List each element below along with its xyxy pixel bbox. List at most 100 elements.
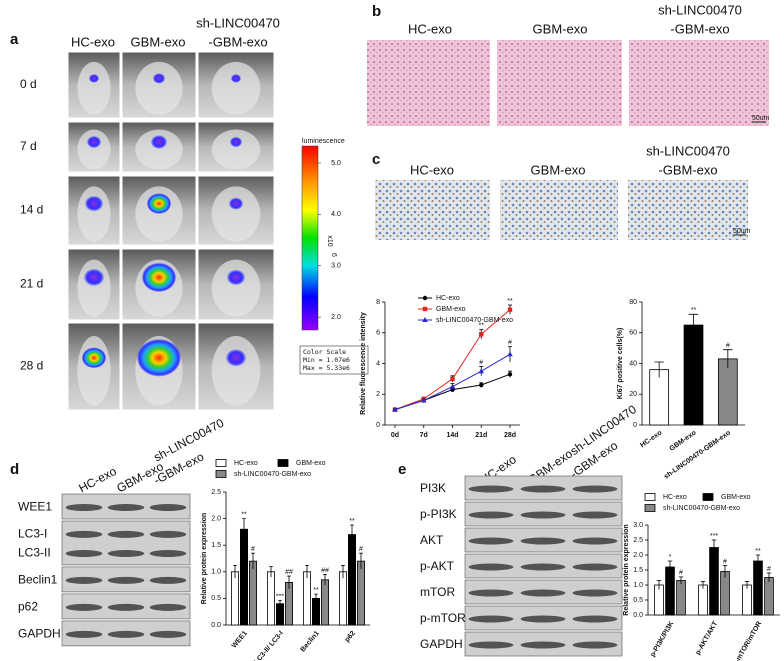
signal-blob [147,193,171,214]
signal-blob [151,135,167,149]
x-tick-label: p-PI3K/PI3K [649,620,675,658]
scale-bar-label: 50um [752,115,770,122]
legend-swatch [644,493,656,501]
blot-band [65,576,103,584]
mouse-head [77,336,111,406]
error-bar [314,593,318,603]
bar [230,571,239,626]
blot-band [65,530,103,538]
legend-label: GBM-exo [296,460,326,467]
bar [709,547,719,616]
bar [338,571,347,626]
signal-blob [84,268,104,286]
error-bar [654,361,664,378]
signal-blob [142,262,176,292]
blot-band [468,563,514,571]
blot-band [149,576,187,584]
marker [449,383,456,389]
marker [422,295,428,301]
x-tick-label: Beclin1 [300,630,321,654]
panel-label: e [398,461,406,478]
colorbar-tick-label: 5.0 [331,160,341,167]
column-header: HC-exo [408,21,452,36]
error-bar [269,566,273,578]
marker [479,332,484,337]
blot-band [520,563,566,571]
bar [248,560,257,626]
color-scale-text: Max = 5.33e6 [303,364,350,372]
x-tick-label: 28d [504,432,516,439]
significance-mark: # [726,343,730,350]
column-header: GBM-exo [131,34,186,49]
significance-mark: ** [313,587,319,594]
significance-mark: ## [285,569,293,576]
bar [742,584,752,616]
mouse-head [77,61,111,115]
x-tick-label: 0d [391,432,399,439]
blot-band [107,576,145,584]
blot-band [149,550,187,558]
y-tick-label: 0.5 [633,597,643,604]
blot-band [572,563,618,571]
significance-mark: *** [710,533,718,540]
bar [698,584,708,616]
y-tick-label: 0.5 [211,595,221,602]
bar [266,571,275,626]
signal-blob [153,73,165,84]
blot-label: p-AKT [420,559,455,573]
bar [649,369,670,426]
y-tick-label: 0.0 [633,612,643,619]
signal-blob [227,269,245,286]
y-tick-label: 0 [633,422,637,429]
error-bar [722,565,728,578]
mouse-head [77,186,111,242]
bar [720,571,730,616]
bar [347,534,356,626]
row-label: 14 d [20,203,43,217]
significance-mark: # [359,546,363,553]
mouse-head [211,259,261,317]
error-bar [323,574,327,586]
blot-band [107,530,145,538]
column-header: -GBM-exo [658,162,717,177]
colorbar-title: luminescence [302,138,345,145]
mouse-head [211,129,261,170]
blot-label: LC3-II [18,546,51,560]
legend-label: sh-LINC00470-GBM-exo [663,505,740,512]
y-tick-label: 60 [629,330,637,337]
mouse-head [135,129,183,170]
blot-band [520,485,566,493]
blot-strip [61,520,191,566]
x-tick-label: WEE1 [231,630,249,650]
x-tick-label: p-AKT/AKT [695,620,720,656]
error-bar [350,524,354,545]
scale-bar-label: 50um [733,228,751,235]
blot-band [65,630,103,638]
y-tick-label: 6 [376,330,380,337]
y-tick-label: 3.0 [633,522,643,529]
blot-band [468,641,514,649]
legend-label: HC-exo [436,295,460,302]
blot-band [572,511,618,519]
mouse-head [135,186,183,242]
mouse-head [211,186,261,242]
panel-label: b [372,3,381,20]
error-bar [711,539,717,555]
color-scale-box [299,345,369,375]
legend-label: sh-LINC00470-GBM-exo [436,317,513,324]
colorbar-unit: x10 [326,235,333,246]
column-header: sh-LINC00470 [196,15,280,30]
marker [507,351,513,357]
y-tick-label: 4 [376,360,380,367]
x-tick-label: HC-exo [639,429,663,449]
error-bar [233,565,237,579]
blot-band [149,603,187,611]
panel-label: c [372,151,380,168]
y-tick-label: 20 [629,391,637,398]
y-axis-label: Relative protein expression [201,513,208,604]
column-header: -GBM-exo [670,21,729,36]
error-bar [688,313,699,336]
legend-label: HC-exo [234,460,258,467]
y-tick-label: 0 [376,422,380,429]
